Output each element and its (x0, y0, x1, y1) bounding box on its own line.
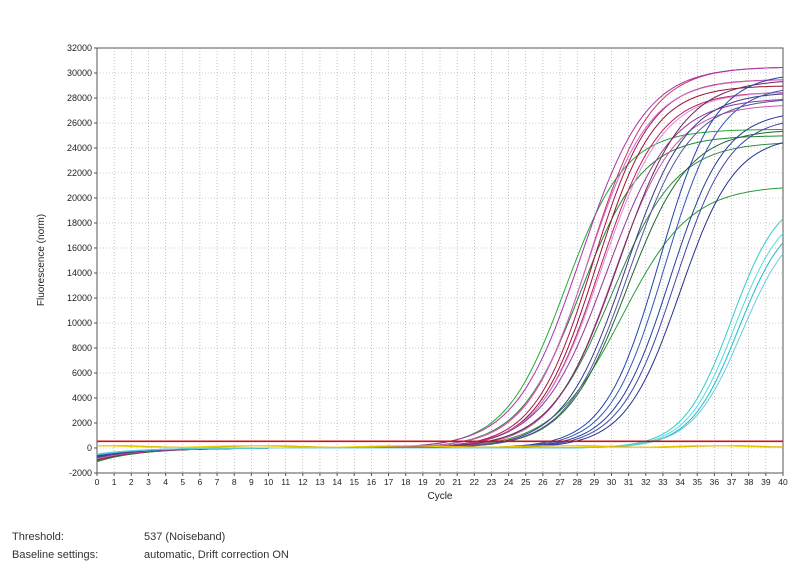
baseline-label: Baseline settings: (12, 549, 99, 561)
x-tick-label: 12 (298, 477, 308, 487)
y-tick-label: 0 (87, 443, 92, 453)
y-tick-label: 10000 (67, 318, 92, 328)
x-tick-label: 10 (264, 477, 274, 487)
baseline-value: automatic, Drift correction ON (144, 549, 289, 561)
y-tick-label: 22000 (67, 168, 92, 178)
curves (96, 67, 784, 463)
x-tick-label: 30 (607, 477, 617, 487)
x-tick-label: 31 (624, 477, 634, 487)
y-tick-label: 20000 (67, 193, 92, 203)
x-tick-label: 4 (163, 477, 168, 487)
x-tick-label: 1 (112, 477, 117, 487)
x-tick-label: 39 (761, 477, 771, 487)
x-tick-label: 8 (232, 477, 237, 487)
x-tick-label: 35 (693, 477, 703, 487)
x-tick-label: 13 (315, 477, 325, 487)
y-tick-label: 26000 (67, 118, 92, 128)
x-tick-label: 15 (350, 477, 360, 487)
x-tick-label: 29 (590, 477, 600, 487)
threshold-value: 537 (Noiseband) (144, 531, 226, 543)
x-tick-label: 24 (504, 477, 514, 487)
x-tick-label: 34 (675, 477, 685, 487)
y-axis-label: Fluorescence (norm) (36, 214, 47, 306)
y-tick-label: 2000 (72, 418, 92, 428)
x-tick-label: 33 (658, 477, 668, 487)
x-tick-label: 11 (281, 477, 290, 487)
x-tick-label: 19 (418, 477, 428, 487)
amplification-curve (97, 445, 784, 448)
y-tick-label: 4000 (72, 393, 92, 403)
y-tick-label: 28000 (67, 93, 92, 103)
y-tick-label: 18000 (67, 218, 92, 228)
x-tick-label: 21 (452, 477, 462, 487)
y-tick-label: 32000 (67, 43, 92, 53)
y-tick-label: 14000 (67, 268, 92, 278)
amplification-curve (96, 253, 784, 455)
amplification-chart: 0 1 2 3 4 5 6 7 8 9 10 11 12 13 14 15 16 17 18 19 20 21 22 23 24… (36, 43, 788, 502)
x-tick-label: 3 (146, 477, 151, 487)
threshold-label: Threshold: (12, 531, 64, 543)
x-tick-label: 23 (487, 477, 497, 487)
x-tick-label: 16 (367, 477, 377, 487)
y-tick-label: 16000 (67, 243, 92, 253)
x-tick-label: 28 (572, 477, 582, 487)
y-tick-label: 12000 (67, 293, 92, 303)
x-tick-label: 25 (521, 477, 531, 487)
x-tick-label: 7 (215, 477, 220, 487)
x-tick-label: 27 (555, 477, 565, 487)
x-tick-label: 2 (129, 477, 134, 487)
x-tick-label: 9 (249, 477, 254, 487)
threshold-row: Threshold: 537 (Noiseband) (12, 531, 225, 543)
x-tick-label: 36 (710, 477, 720, 487)
x-tick-label: 17 (384, 477, 394, 487)
x-tick-label: 20 (435, 477, 445, 487)
y-tick-label: 6000 (72, 368, 92, 378)
y-ticks: -2000 0 2000 4000 6000 8000 10000 12000 14000 160… (67, 43, 97, 478)
x-tick-label: 32 (641, 477, 651, 487)
y-tick-label: 30000 (67, 68, 92, 78)
y-tick-label: -2000 (69, 468, 92, 478)
x-tick-label: 5 (180, 477, 185, 487)
x-tick-label: 18 (401, 477, 411, 487)
y-tick-label: 24000 (67, 143, 92, 153)
x-tick-label: 26 (538, 477, 548, 487)
x-ticks: 0 1 2 3 4 5 6 7 8 9 10 11 12 13 14 15 16 17 18 19 20 21 22 23 24… (95, 473, 788, 487)
x-tick-label: 37 (727, 477, 737, 487)
amplification-curve (97, 445, 783, 448)
x-tick-label: 0 (95, 477, 100, 487)
x-tick-label: 38 (744, 477, 754, 487)
baseline-row: Baseline settings: automatic, Drift corre… (12, 549, 289, 561)
x-tick-label: 14 (332, 477, 342, 487)
x-tick-label: 6 (198, 477, 203, 487)
x-tick-label: 22 (470, 477, 480, 487)
x-tick-label: 40 (778, 477, 788, 487)
y-tick-label: 8000 (72, 343, 92, 353)
x-axis-label: Cycle (427, 491, 452, 502)
